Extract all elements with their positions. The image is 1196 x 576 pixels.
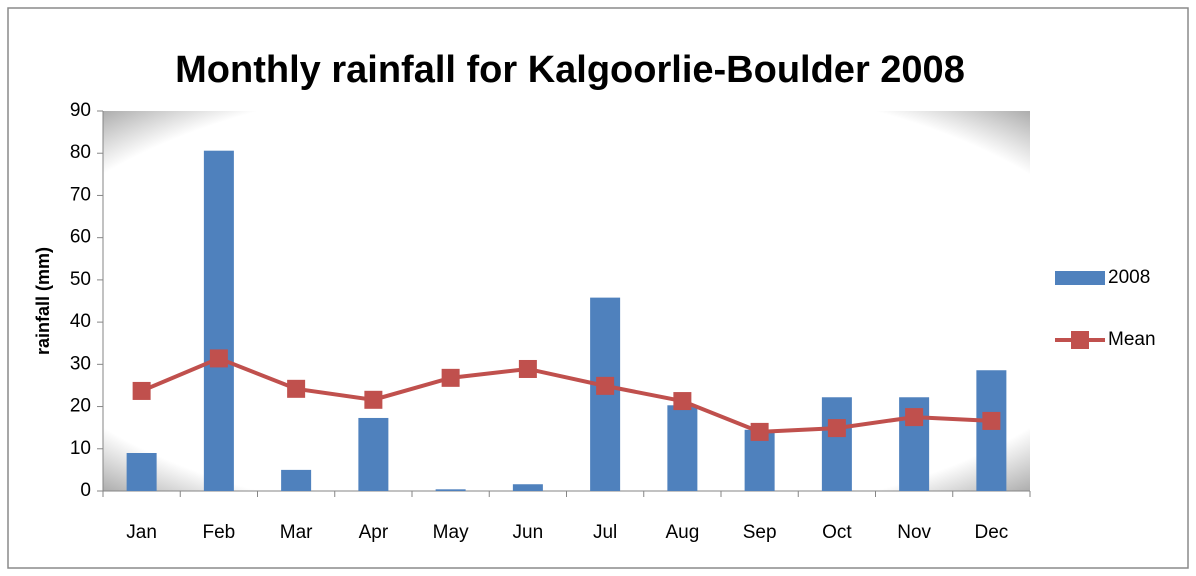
- legend-swatch: [1055, 271, 1105, 285]
- marker: [905, 408, 924, 427]
- line: [140, 356, 992, 434]
- marker: [982, 411, 1001, 430]
- marker: [596, 376, 615, 395]
- y-tick-label: 50: [70, 269, 91, 290]
- marker: [441, 368, 460, 387]
- marker: [287, 379, 306, 398]
- x-tick-label: Aug: [665, 522, 699, 543]
- x-tick-label: Jan: [126, 522, 157, 543]
- marker: [132, 381, 151, 400]
- y-tick-label: 20: [70, 396, 91, 417]
- y-tick-label: 0: [80, 480, 91, 501]
- bar: [281, 469, 312, 491]
- x-tick-label: Apr: [359, 522, 389, 543]
- bar: [126, 453, 157, 491]
- bar: [512, 484, 543, 491]
- x-tick-label: Jul: [593, 522, 617, 543]
- marker: [209, 349, 228, 368]
- marker: [750, 422, 769, 441]
- plot-area: [103, 111, 1030, 491]
- y-tick-label: 80: [70, 142, 91, 163]
- y-tick-label: 40: [70, 311, 91, 332]
- legend-marker: [1071, 331, 1089, 349]
- y-tick-label: 70: [70, 184, 91, 205]
- chart-title: Monthly rainfall for Kalgoorlie-Boulder …: [175, 49, 965, 91]
- y-tick-label: 90: [70, 100, 91, 121]
- marker: [364, 390, 383, 409]
- y-tick-label: 60: [70, 227, 91, 248]
- x-tick-label: Jun: [513, 522, 544, 543]
- x-tick-label: May: [433, 522, 469, 543]
- bar: [435, 489, 466, 491]
- y-tick-label: 10: [70, 438, 91, 459]
- x-tick-label: Sep: [743, 522, 777, 543]
- marker: [673, 392, 692, 411]
- bar: [203, 150, 234, 491]
- bar: [821, 397, 852, 491]
- x-tick-label: Nov: [897, 522, 931, 543]
- legend-label: Mean: [1108, 329, 1156, 350]
- marker: [518, 359, 537, 378]
- y-axis-label: rainfall (mm): [33, 247, 53, 355]
- bar: [358, 417, 389, 491]
- x-tick-label: Dec: [974, 522, 1008, 543]
- x-tick-label: Feb: [203, 522, 236, 543]
- y-tick-label: 30: [70, 353, 91, 374]
- legend-label: 2008: [1108, 267, 1150, 288]
- x-tick-label: Oct: [822, 522, 852, 543]
- bar: [976, 370, 1007, 491]
- bar: [667, 405, 698, 491]
- x-tick-label: Mar: [280, 522, 313, 543]
- marker: [827, 419, 846, 438]
